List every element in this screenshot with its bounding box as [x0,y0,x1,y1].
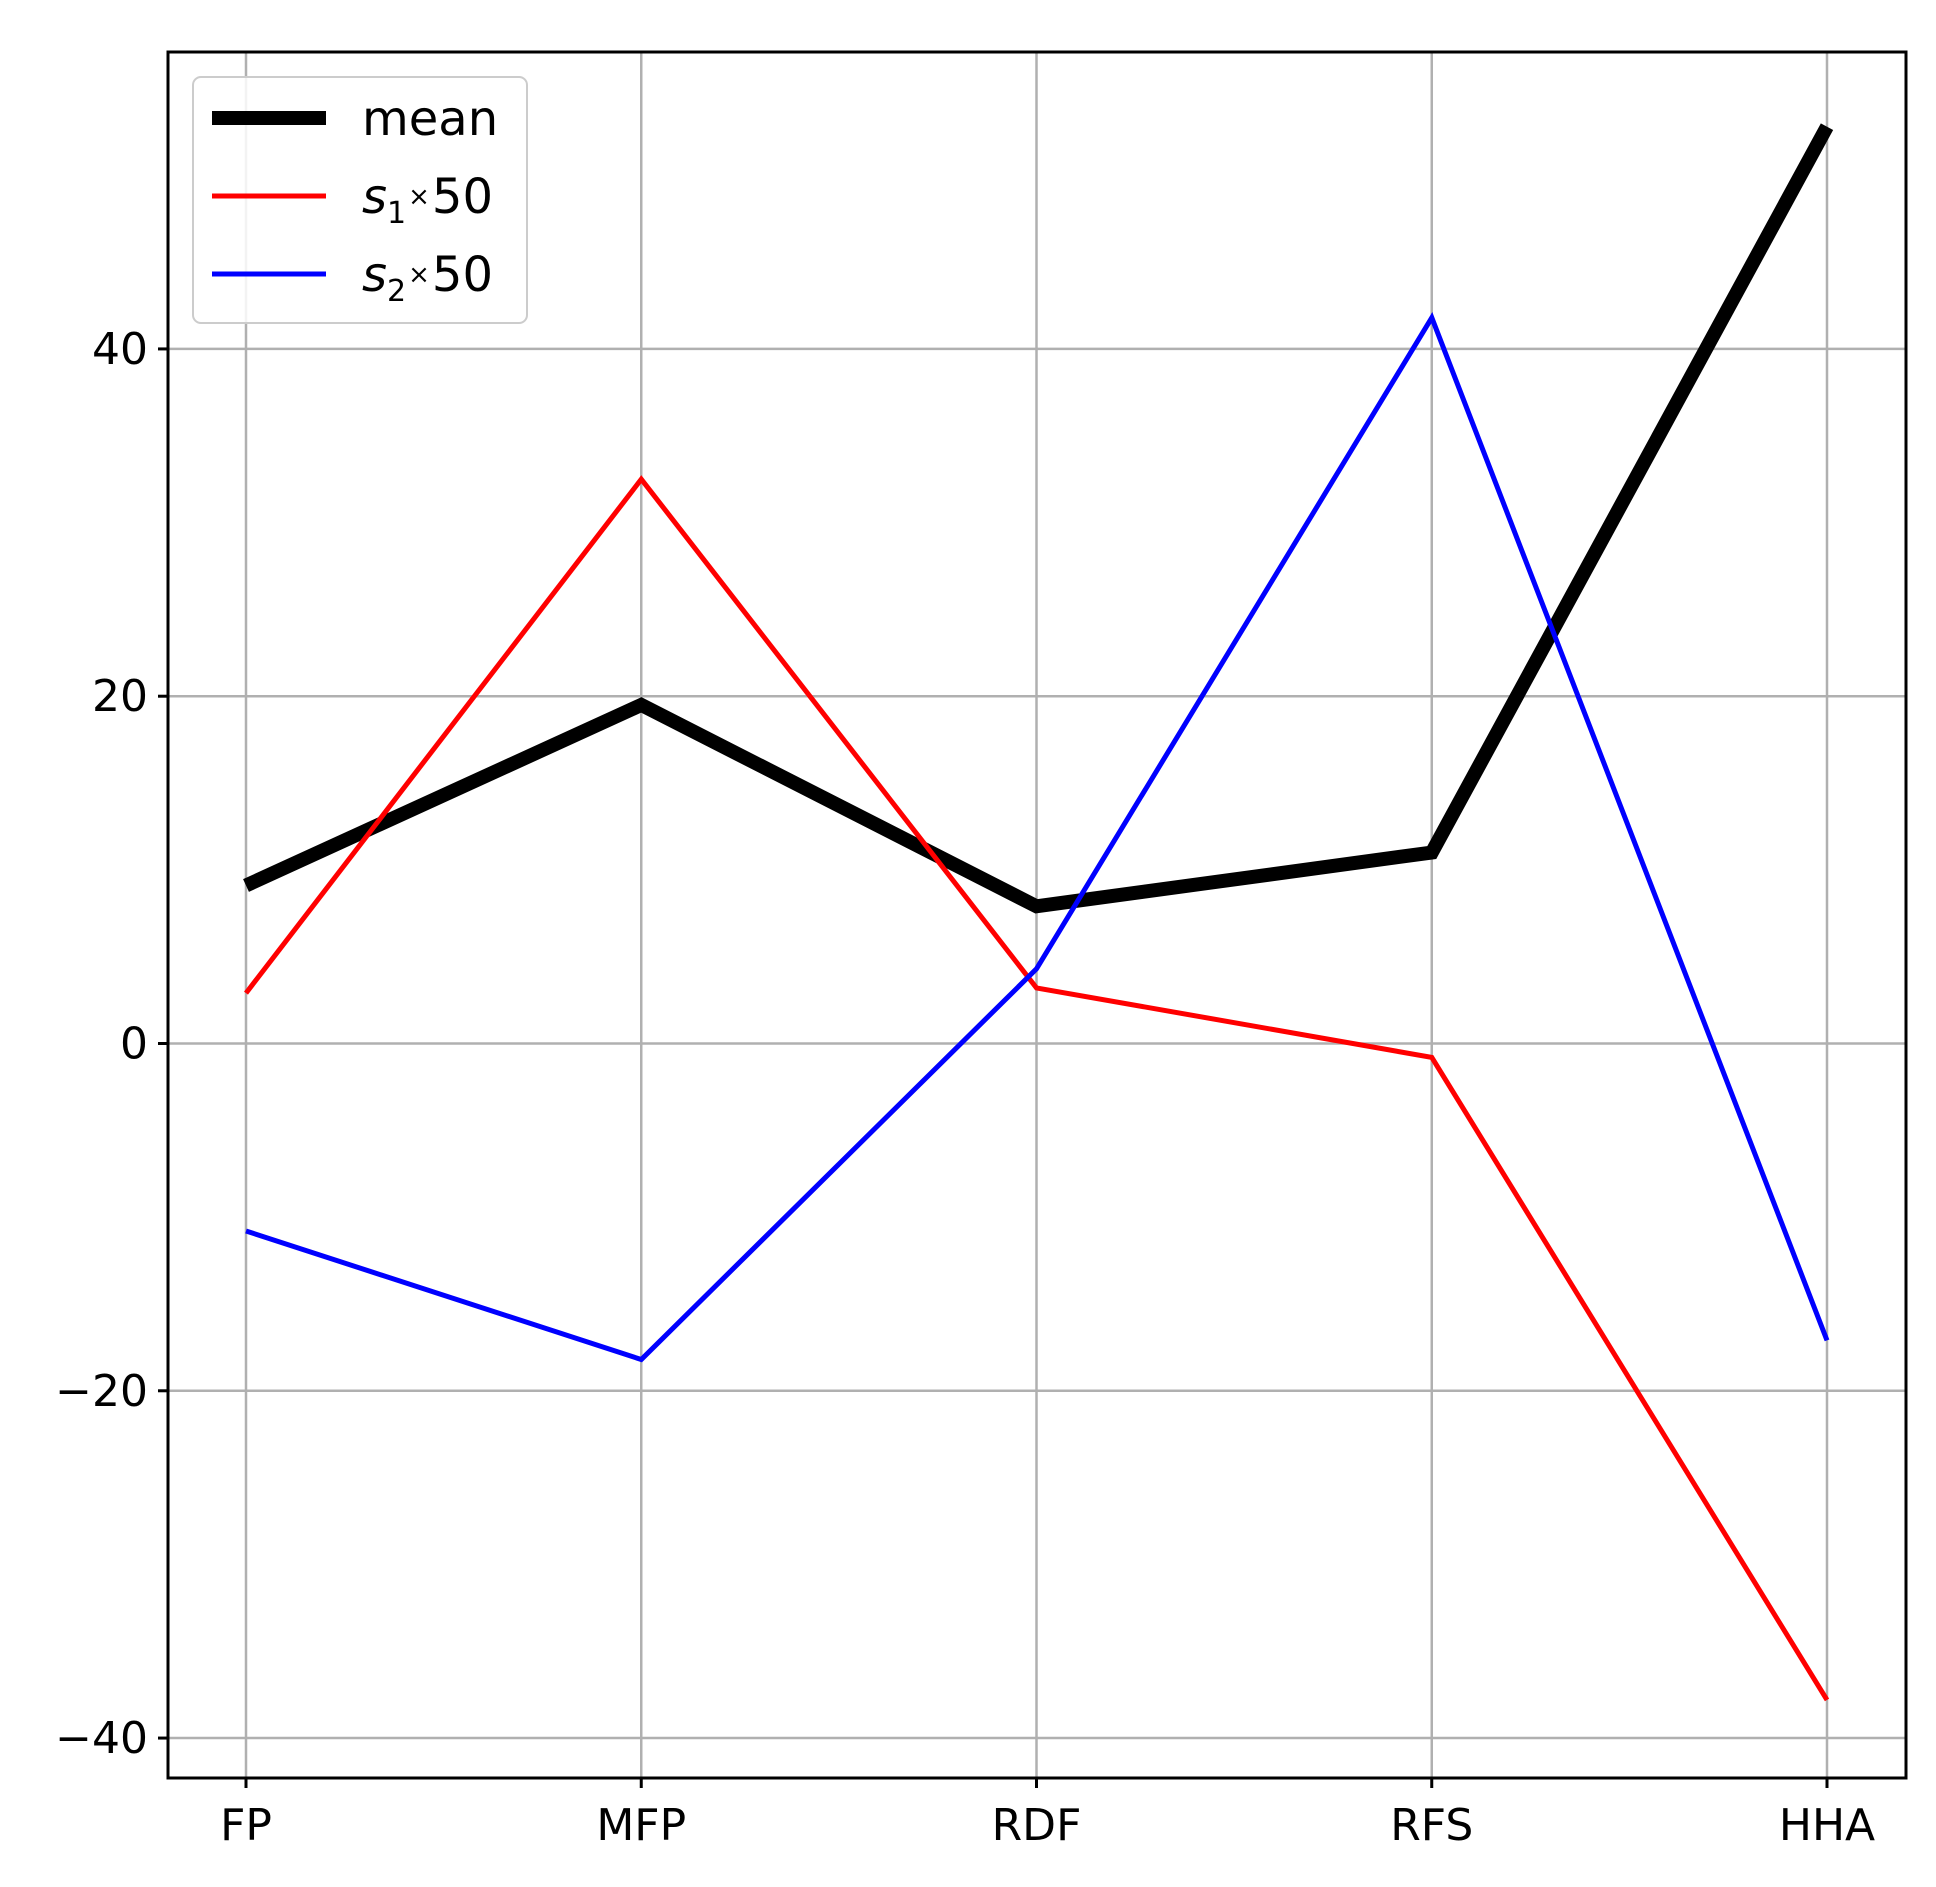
series-line-3 [245,312,1830,1363]
y-tick-label: 0 [120,1018,148,1069]
y-tick-label: −20 [55,1366,148,1417]
series-line-2 [244,475,1830,1702]
x-tick-label: RDF [992,1800,1082,1851]
legend-label-3: s2×50 [362,247,493,309]
x-tick-label: RFS [1390,1800,1473,1851]
y-tick-label: 20 [92,671,148,722]
series-lines [243,123,1834,1702]
legend-label-1: mean [362,91,498,147]
y-tick-label: 40 [92,324,148,375]
legend-label-2: s1×50 [362,169,493,231]
x-tick-label: HHA [1779,1800,1875,1851]
x-tick-label: FP [220,1800,272,1851]
y-tick-label: −40 [55,1713,148,1764]
axis-ticks: FP MFP RDF RFS HHA −40 −20 0 20 40 [55,324,1875,1851]
legend: mean s1×50 s2×50 [192,76,528,324]
grid [168,52,1906,1778]
series-line-1 [243,123,1834,914]
legend-box [192,76,528,324]
x-tick-label: MFP [596,1800,686,1851]
